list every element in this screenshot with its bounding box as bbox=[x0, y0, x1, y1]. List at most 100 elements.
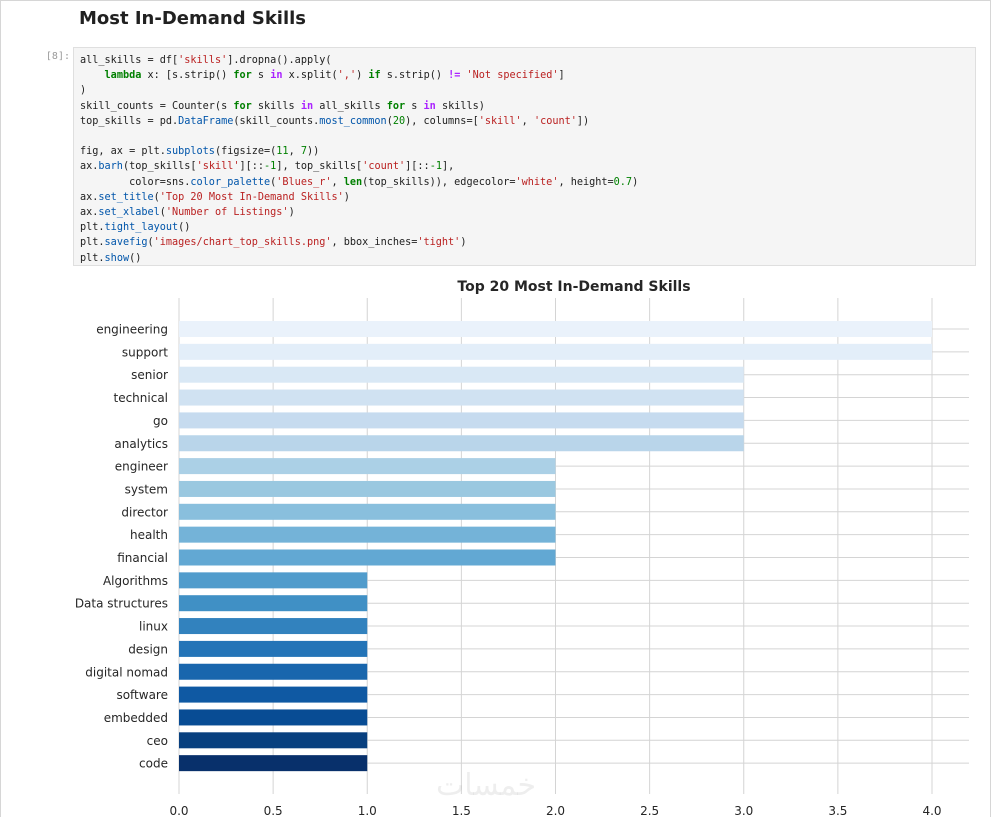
y-tick-label: ceo bbox=[147, 734, 168, 748]
bar-algorithms bbox=[179, 572, 368, 589]
y-tick-label: Data structures bbox=[75, 597, 168, 611]
code-line: all_skills = df['skills'].dropna().apply… bbox=[80, 55, 332, 66]
y-tick-label: senior bbox=[131, 368, 168, 382]
y-tick-label: financial bbox=[117, 551, 168, 565]
bar-health bbox=[179, 526, 556, 543]
bar-system bbox=[179, 480, 556, 497]
code-token: tight_layout bbox=[104, 222, 179, 234]
code-token: ) bbox=[356, 70, 369, 82]
code-token: for bbox=[233, 70, 252, 82]
bar-embedded bbox=[179, 709, 368, 726]
code-token: (top_skills)), edgecolor= bbox=[362, 176, 516, 188]
code-token: )) bbox=[307, 146, 320, 158]
bar-go bbox=[179, 412, 744, 429]
y-tick-label: go bbox=[153, 414, 168, 428]
y-tick-label: analytics bbox=[114, 437, 168, 451]
code-line: lambda x: [s.strip() for s in x.split(',… bbox=[80, 70, 565, 81]
code-token: (figsize=( bbox=[214, 146, 277, 158]
code-token: fig, ax = plt. bbox=[80, 146, 166, 158]
code-token: color_palette bbox=[190, 176, 271, 188]
y-tick-label: health bbox=[130, 528, 168, 542]
code-token: color=sns. bbox=[80, 176, 191, 188]
code-editor[interactable]: all_skills = df['skills'].dropna().apply… bbox=[74, 48, 975, 266]
bar-senior bbox=[179, 366, 744, 383]
code-token: ax. bbox=[80, 161, 99, 173]
x-tick-label: 3.5 bbox=[828, 804, 847, 818]
code-line: ax.set_xlabel('Number of Listings') bbox=[80, 207, 295, 218]
x-tick-label: 0.0 bbox=[169, 804, 188, 818]
bar-financial bbox=[179, 549, 556, 566]
section-heading: Most In-Demand Skills bbox=[79, 8, 307, 29]
y-tick-label: director bbox=[121, 505, 168, 519]
y-tick-label: system bbox=[125, 482, 168, 496]
y-tick-label: Algorithms bbox=[103, 574, 168, 588]
code-token: s bbox=[405, 100, 424, 112]
bar-software bbox=[179, 686, 368, 703]
code-token: 'tight' bbox=[417, 237, 461, 249]
code-line: color=sns.color_palette('Blues_r', len(t… bbox=[80, 177, 638, 188]
code-token: 'images/chart_top_skills.png' bbox=[153, 237, 332, 249]
code-token: , bbox=[288, 146, 301, 158]
code-token: ) bbox=[288, 207, 295, 219]
code-token: s.strip() bbox=[380, 70, 449, 82]
code-token: 'skills' bbox=[178, 55, 228, 66]
x-tick-label: 2.5 bbox=[640, 804, 659, 818]
code-line: plt.show() bbox=[80, 253, 141, 264]
y-tick-label: embedded bbox=[104, 711, 168, 725]
code-token: ( bbox=[159, 207, 166, 219]
code-token: len bbox=[343, 176, 363, 188]
bar-ceo bbox=[179, 732, 368, 749]
code-token: skill_counts = Counter(s bbox=[80, 100, 234, 112]
code-line: top_skills = pd.DataFrame(skill_counts.m… bbox=[80, 116, 589, 127]
code-line: ax.set_title('Top 20 Most In-Demand Skil… bbox=[80, 192, 350, 203]
code-line: ) bbox=[80, 85, 86, 96]
code-token: set_title bbox=[98, 191, 154, 203]
code-token: skills) bbox=[435, 100, 485, 112]
code-token: x.split( bbox=[282, 70, 338, 82]
code-token: 'skill' bbox=[196, 161, 240, 173]
code-token: for bbox=[233, 100, 252, 112]
code-line: ax.barh(top_skills['skill'][::-1], top_s… bbox=[80, 161, 454, 172]
bar-director bbox=[179, 503, 556, 520]
code-token: barh bbox=[98, 161, 123, 173]
code-token: x: [s.strip() bbox=[141, 70, 234, 82]
code-token: lambda bbox=[104, 70, 142, 82]
code-token: ( bbox=[147, 237, 154, 249]
bar-engineer bbox=[179, 458, 556, 475]
code-token: ax. bbox=[80, 207, 99, 219]
y-tick-label: engineering bbox=[96, 323, 168, 337]
y-tick-label: engineer bbox=[115, 460, 168, 474]
code-token: 'skill' bbox=[478, 115, 522, 127]
code-token: plt. bbox=[80, 222, 105, 234]
bar-linux bbox=[179, 618, 368, 635]
code-token: 'Number of Listings' bbox=[165, 207, 289, 219]
code-token: ][:: bbox=[239, 161, 265, 173]
x-tick-label: 4.0 bbox=[922, 804, 941, 818]
code-token: ].dropna().apply( bbox=[227, 55, 332, 66]
code-token: in bbox=[300, 100, 314, 112]
bar-technical bbox=[179, 389, 744, 406]
y-tick-label: design bbox=[128, 642, 168, 656]
code-token bbox=[80, 70, 105, 81]
code-token: all_skills bbox=[313, 100, 387, 112]
bar-data-structures bbox=[179, 595, 368, 612]
code-token: -1 bbox=[264, 161, 277, 173]
chart-title: Top 20 Most In-Demand Skills bbox=[457, 279, 690, 295]
code-token: ax. bbox=[80, 191, 99, 203]
code-token: != bbox=[448, 70, 461, 82]
code-token: () bbox=[129, 252, 142, 264]
code-cell[interactable]: all_skills = df['skills'].dropna().apply… bbox=[73, 47, 976, 266]
code-token: , bbox=[331, 176, 344, 188]
code-token: 7 bbox=[300, 146, 307, 158]
code-token: (skill_counts. bbox=[233, 115, 320, 127]
code-token: 'count' bbox=[533, 115, 577, 127]
code-token: 'Blues_r' bbox=[276, 176, 332, 188]
code-token: , bbox_inches= bbox=[331, 237, 418, 249]
code-token: -1 bbox=[429, 161, 442, 173]
code-token: DataFrame bbox=[178, 115, 234, 127]
bar-engineering bbox=[179, 321, 932, 337]
code-token: 'white' bbox=[515, 176, 559, 188]
bar-digital-nomad bbox=[179, 663, 368, 680]
code-token: in bbox=[423, 100, 436, 112]
bar-design bbox=[179, 640, 368, 657]
